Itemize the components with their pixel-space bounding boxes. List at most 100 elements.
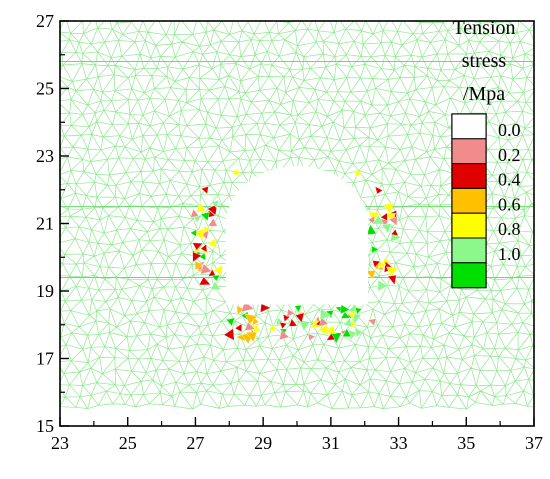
stressed-element [366, 223, 377, 236]
y-tick-label: 21 [36, 214, 54, 234]
y-tick-label: 15 [36, 416, 54, 436]
stressed-element [380, 212, 388, 222]
stressed-element [354, 169, 363, 178]
stressed-element [207, 203, 218, 216]
stressed-elements [189, 168, 402, 345]
y-axis: 15 17 19 21 23 25 27 [36, 11, 69, 436]
stressed-element [212, 264, 223, 275]
stressed-element [244, 321, 256, 331]
legend-title-line: stress [462, 50, 507, 72]
stressed-element [298, 319, 311, 332]
stressed-element [189, 208, 200, 218]
stressed-element [377, 279, 388, 292]
stressed-element [231, 168, 241, 176]
stressed-element [200, 211, 210, 222]
stressed-element [371, 245, 380, 254]
x-tick-label: 33 [390, 433, 408, 453]
stressed-element [223, 328, 235, 341]
stressed-element [200, 186, 209, 195]
stressed-element [211, 200, 220, 209]
stressed-element [245, 331, 258, 343]
stressed-element [190, 229, 197, 238]
legend-swatch [451, 262, 487, 289]
stressed-element [194, 261, 204, 271]
legend-swatch [451, 212, 487, 239]
stressed-element [198, 252, 207, 261]
x-axis: 23 25 27 29 31 33 35 37 [51, 417, 543, 453]
stressed-element [279, 329, 290, 341]
stressed-element [381, 223, 392, 234]
stressed-element [365, 270, 377, 280]
stressed-element [211, 274, 221, 282]
x-tick-label: 31 [322, 433, 340, 453]
stressed-element [226, 317, 236, 327]
mesh-lines [60, 21, 534, 410]
x-tick-label: 27 [186, 433, 204, 453]
legend-label: 0.4 [498, 170, 521, 190]
legend-swatch [451, 237, 487, 264]
x-tick-label: 37 [525, 433, 543, 453]
stressed-element [279, 321, 288, 330]
legend-title-line: Tension [452, 17, 515, 39]
legend-label: 1.0 [498, 244, 521, 264]
stressed-element [253, 323, 262, 333]
stressed-element [388, 216, 398, 226]
legend-label: 0.8 [498, 219, 521, 239]
stressed-element [203, 225, 212, 234]
stressed-element [387, 274, 397, 286]
stressed-element [288, 318, 298, 327]
stressed-element [282, 314, 291, 323]
legend-label: 0.2 [498, 145, 521, 165]
stressed-element [207, 238, 218, 249]
stressed-element [198, 276, 212, 286]
y-tick-label: 25 [36, 79, 54, 99]
x-tick-label: 29 [254, 433, 272, 453]
stressed-element [390, 228, 399, 236]
y-tick-label: 23 [36, 146, 54, 166]
stressed-element [326, 332, 336, 341]
x-tick-label: 35 [457, 433, 475, 453]
legend-label: 0.6 [498, 194, 521, 214]
stressed-element [200, 263, 213, 275]
stressed-element [343, 317, 353, 328]
stressed-element [371, 214, 384, 225]
stressed-element [326, 324, 336, 335]
x-tick-label: 23 [51, 433, 69, 453]
legend-label: 0.0 [498, 120, 521, 140]
stressed-element [196, 201, 206, 213]
legend: Tension stress /Mpa 0.0 0.2 0.4 0.6 0.8 1.0 [451, 17, 521, 289]
stressed-element [275, 317, 284, 326]
stressed-element [318, 323, 329, 336]
legend-swatch [451, 138, 487, 165]
y-tick-label: 19 [36, 281, 54, 301]
stressed-element [318, 317, 329, 327]
stressed-element [192, 251, 202, 263]
legend-swatch [451, 113, 487, 140]
stressed-element [286, 308, 296, 317]
stressed-element [319, 307, 332, 321]
stressed-element [382, 202, 394, 215]
stressed-element [200, 243, 208, 253]
stressed-element [260, 303, 272, 313]
x-tick-label: 25 [119, 433, 137, 453]
legend-swatch [451, 187, 487, 214]
stressed-element [295, 312, 305, 323]
stressed-element [386, 266, 399, 277]
stressed-element [355, 307, 363, 315]
stressed-element [244, 313, 258, 325]
tunnel-opening [225, 166, 369, 305]
stressed-element [377, 260, 387, 269]
stressed-element [340, 304, 351, 315]
legend-swatch [451, 163, 487, 189]
stressed-element [372, 260, 381, 269]
stressed-element [209, 281, 221, 291]
stressed-element [342, 327, 352, 338]
stressed-element [192, 242, 204, 251]
stressed-element [294, 304, 302, 313]
stressed-element [236, 305, 245, 316]
stressed-element [340, 311, 351, 319]
stressed-element [207, 217, 218, 227]
legend-title-line: /Mpa [463, 83, 505, 105]
stressed-element [347, 310, 356, 320]
